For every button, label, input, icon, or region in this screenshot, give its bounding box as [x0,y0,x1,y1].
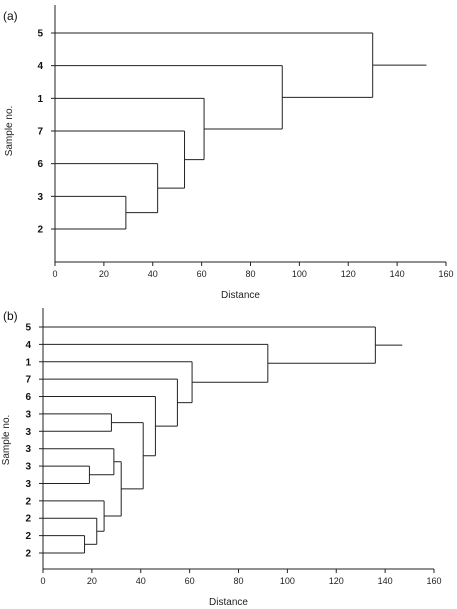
x-axis-title: Distance [221,290,260,301]
x-tick-label: 120 [341,269,356,279]
y-axis-title: Sample no. [1,415,12,466]
x-tick-label: 120 [329,576,344,586]
x-tick-label: 80 [233,576,243,586]
leaf-label: 2 [25,549,31,560]
leaf-label: 3 [25,409,31,420]
leaf-label: 1 [25,357,31,368]
x-tick-label: 140 [390,269,405,279]
x-tick-label: 80 [245,269,255,279]
x-tick-label: 100 [292,269,307,279]
leaf-label: 3 [25,462,31,473]
leaf-label: 7 [25,375,31,386]
leaf-label: 3 [25,427,31,438]
x-tick-label: 160 [426,576,441,586]
leaf-label: 2 [25,514,31,525]
panel-label: (b) [3,309,18,323]
leaf-label: 6 [37,159,43,170]
leaf-label: 5 [37,29,43,40]
panel-a-dendrogram: 0 20 40 60 80 100 120 140 160 5 4 1 7 6 3 2 Distance Samp… [3,5,454,301]
leaf-label: 3 [25,444,31,455]
x-tick-label: 0 [52,269,57,279]
leaf-label: 3 [25,479,31,490]
x-tick-label: 20 [99,269,109,279]
x-tick-label: 140 [378,576,393,586]
x-tick-label: 20 [87,576,97,586]
y-axis-title: Sample no. [4,106,15,157]
leaf-label: 4 [37,61,43,72]
x-tick-label: 0 [40,576,45,586]
leaf-label: 6 [25,392,31,403]
x-tick-label: 100 [280,576,295,586]
x-axis-title: Distance [209,597,248,608]
leaf-label: 5 [25,323,31,334]
leaf-label: 2 [25,531,31,542]
leaf-label: 1 [37,94,43,105]
leaf-label: 3 [37,192,43,203]
panel-b-dendrogram: 0 20 40 60 80 100 120 140 160 5 4 1 7 6 3 3 3 3 3 2 2 2 2 Dista… [1,308,442,608]
x-tick-label: 60 [197,269,207,279]
x-tick-label: 160 [438,269,453,279]
panel-label: (a) [3,9,18,23]
x-tick-label: 60 [185,576,195,586]
leaf-label: 4 [25,340,31,351]
x-tick-label: 40 [148,269,158,279]
leaf-label: 2 [25,496,31,507]
leaf-label: 2 [37,225,43,236]
x-tick-label: 40 [136,576,146,586]
leaf-label: 7 [37,127,43,138]
